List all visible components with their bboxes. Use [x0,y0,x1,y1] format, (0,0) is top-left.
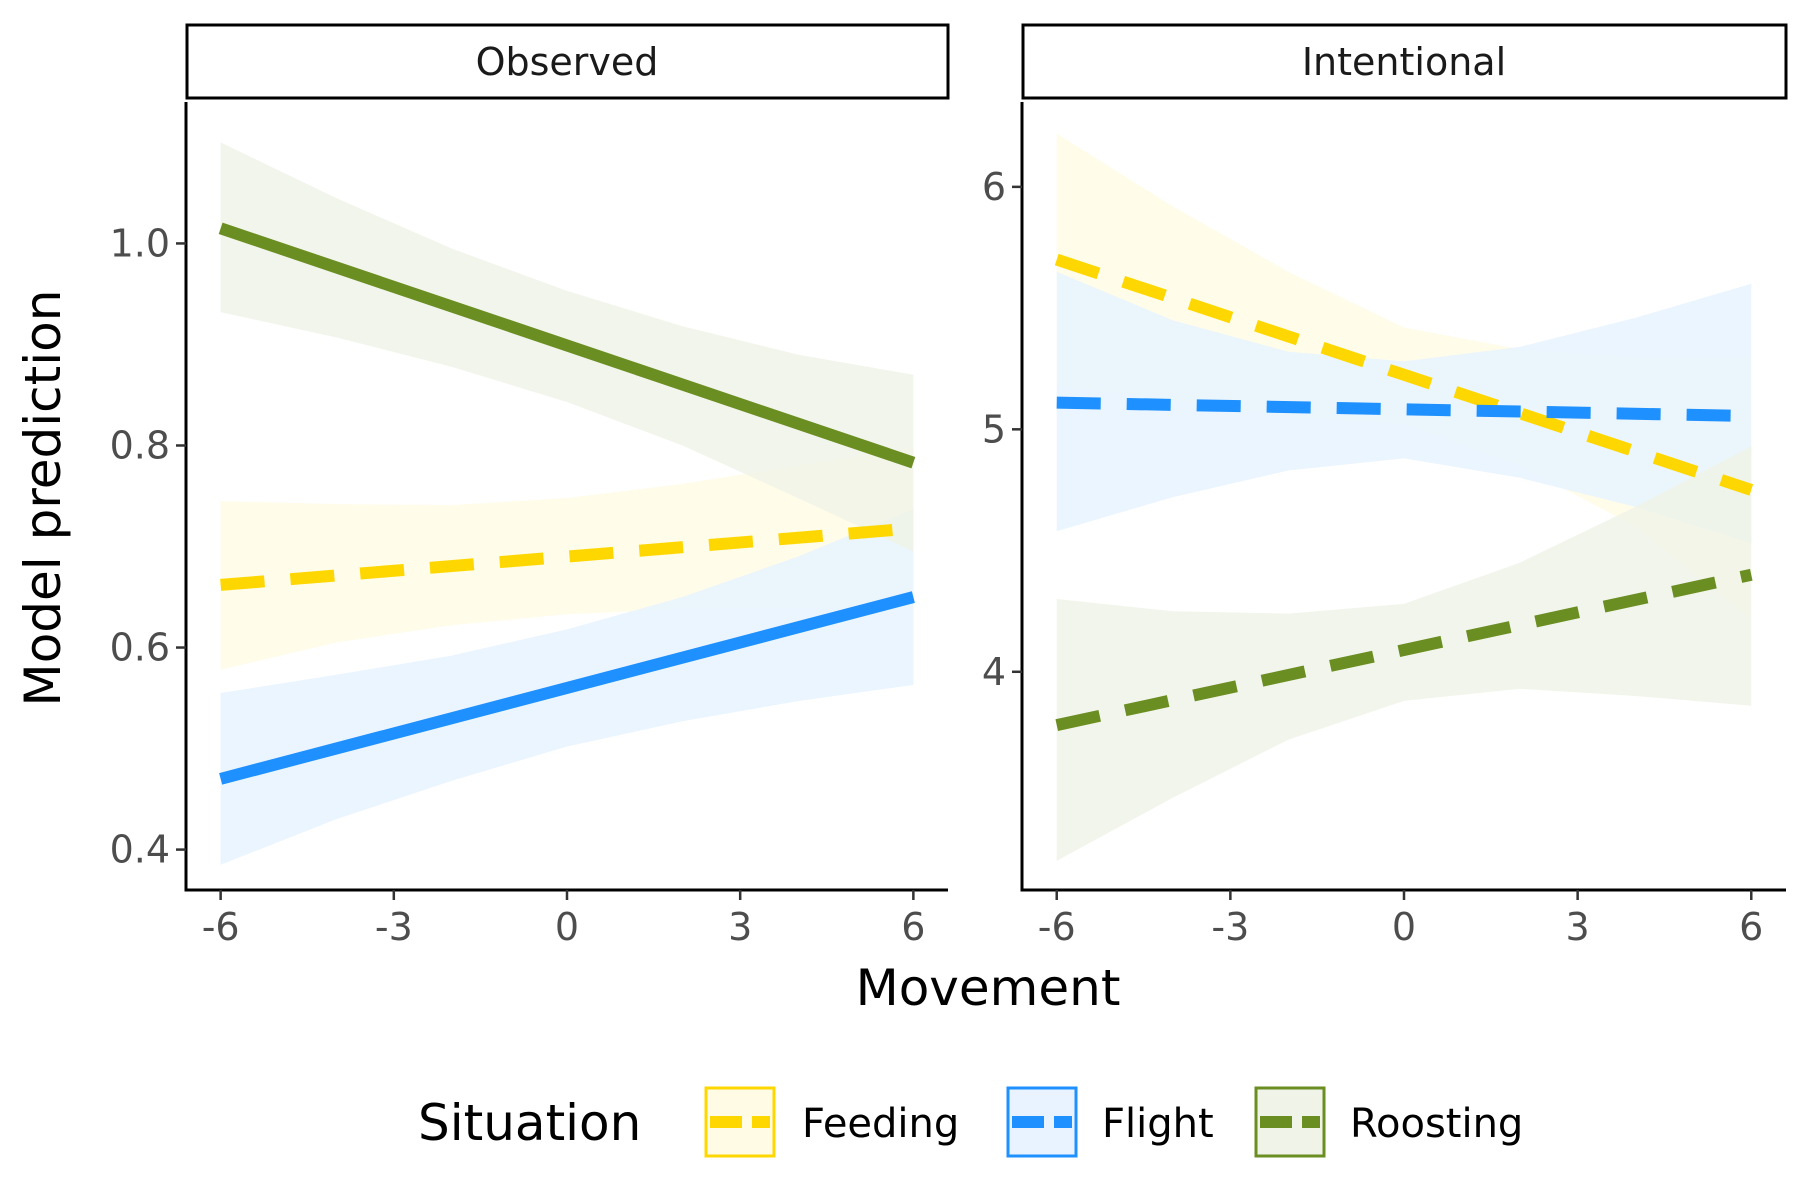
ci-band-feeding [220,447,914,670]
y-tick-label: 4 [982,650,1006,694]
series-line-roosting [218,222,916,469]
strip-box [1021,23,1788,100]
x-tick-label: 6 [901,905,925,949]
ci-band-flight [1056,271,1752,544]
y-tick-label: 0.8 [110,423,170,467]
legend-label: Roosting [1350,1101,1523,1147]
x-tick-label: 3 [1566,905,1590,949]
strip-label: Observed [476,40,659,84]
panels-layer: Observed -6 -3 0 3 6 0.4 0.6 0.8 1.0 Intentional -6… [110,23,1788,949]
x-tick-label: 6 [1739,905,1763,949]
x-tick-label: 0 [1392,905,1416,949]
y-tick-label: 6 [982,165,1006,209]
legend-label: Flight [1102,1101,1214,1147]
x-axis-title: Movement [856,959,1121,1017]
x-tick-label: -6 [1038,905,1076,949]
y-tick-label: 5 [982,407,1006,451]
strip-label: Intentional [1302,40,1506,84]
x-tick-label: -6 [202,905,240,949]
x-tick-label: -3 [1211,905,1249,949]
panel-intentional: Intentional -6 -3 0 3 6 4 5 6 [982,23,1788,949]
series-line-feeding [1054,253,1754,496]
legend: Situation Feeding Flight Roosting [418,1086,1523,1158]
legend-item-feeding: Feeding [704,1086,959,1158]
legend-label: Feeding [802,1101,959,1147]
legend-title: Situation [418,1094,641,1152]
y-tick-label: 0.4 [110,828,170,872]
y-axis-title: Model prediction [14,290,72,707]
series-line-feeding [220,522,914,591]
legend-item-flight: Flight [1006,1086,1214,1158]
x-tick-label: -3 [375,905,413,949]
x-tick-label: 3 [728,905,752,949]
series-line-roosting [1055,568,1753,731]
legend-item-roosting: Roosting [1254,1086,1523,1158]
y-tick-label: 0.6 [110,626,170,670]
series-line-flight [219,591,915,785]
y-tick-label: 1.0 [110,221,170,265]
strip-box [185,23,950,100]
panel-observed: Observed -6 -3 0 3 6 0.4 0.6 0.8 1.0 [110,23,950,949]
series-line-flight [1056,396,1752,422]
x-tick-label: 0 [555,905,579,949]
